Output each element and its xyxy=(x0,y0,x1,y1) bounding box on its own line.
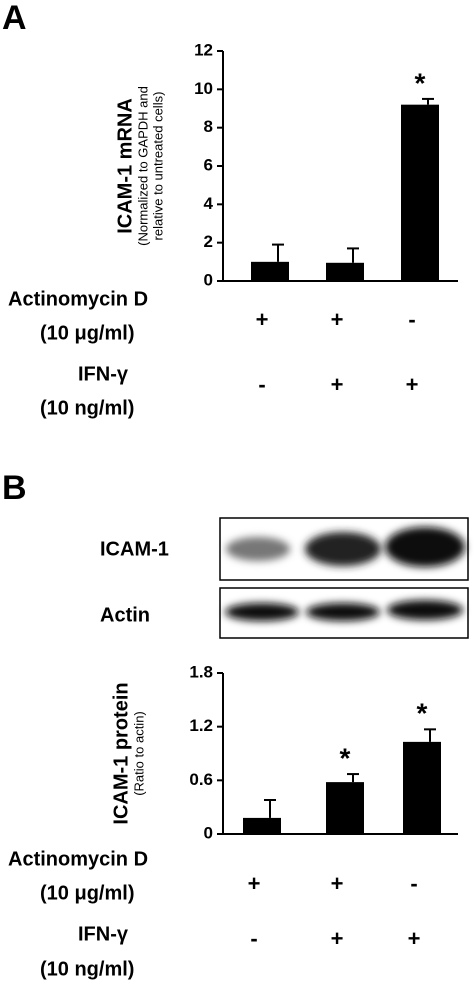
blot-label: ICAM-1 xyxy=(100,538,169,560)
panel-label: A xyxy=(2,0,27,37)
condition-sign: + xyxy=(406,372,419,397)
y-tick-label: 1.8 xyxy=(189,662,213,681)
condition-dose: (10 ng/ml) xyxy=(40,958,134,980)
condition-sign: - xyxy=(250,926,257,951)
bar xyxy=(401,104,439,282)
bar xyxy=(403,741,441,834)
condition-sign: + xyxy=(331,307,344,332)
condition-sign: + xyxy=(408,926,421,951)
significance-mark: * xyxy=(415,67,426,98)
condition-name: Actinomycin D xyxy=(8,848,148,870)
condition-sign: - xyxy=(410,871,417,896)
condition-name: Actinomycin D xyxy=(8,288,148,310)
bar xyxy=(326,782,364,834)
condition-sign: - xyxy=(408,307,415,332)
condition-dose: (10 ng/ml) xyxy=(40,397,134,419)
condition-sign: - xyxy=(258,372,265,397)
condition-sign: + xyxy=(256,307,269,332)
y-axis-label: ICAM-1 protein xyxy=(110,682,132,824)
bar xyxy=(243,817,281,834)
y-tick-label: 4 xyxy=(204,194,214,213)
y-axis-sublabel: relative to untreated cells) xyxy=(150,92,165,241)
condition-dose: (10 μg/ml) xyxy=(40,322,134,344)
condition-name: IFN-γ xyxy=(78,923,129,945)
panel-label: B xyxy=(2,469,27,507)
condition-sign: + xyxy=(331,926,344,951)
blot-label: Actin xyxy=(100,604,150,626)
y-tick-label: 2 xyxy=(204,232,213,251)
condition-name: IFN-γ xyxy=(78,363,129,385)
y-tick-label: 0 xyxy=(204,823,213,842)
y-tick-label: 12 xyxy=(194,40,213,59)
y-tick-label: 10 xyxy=(194,79,213,98)
condition-sign: + xyxy=(248,871,261,896)
y-tick-label: 0.6 xyxy=(189,770,213,789)
condition-sign: + xyxy=(331,871,344,896)
western-blot xyxy=(219,517,469,639)
condition-dose: (10 μg/ml) xyxy=(40,882,134,904)
significance-mark: * xyxy=(340,742,351,773)
y-tick-label: 8 xyxy=(204,117,213,136)
bar xyxy=(326,262,364,281)
bar xyxy=(251,261,289,281)
y-axis-sublabel: (Ratio to actin) xyxy=(131,711,146,796)
y-axis-label: ICAM-1 mRNA xyxy=(114,98,136,234)
significance-mark: * xyxy=(417,698,428,729)
y-tick-label: 6 xyxy=(204,155,213,174)
y-tick-label: 1.2 xyxy=(189,716,213,735)
y-axis-sublabel: (Normalized to GAPDH and xyxy=(135,86,150,246)
condition-sign: + xyxy=(331,372,344,397)
y-tick-label: 0 xyxy=(204,270,213,289)
